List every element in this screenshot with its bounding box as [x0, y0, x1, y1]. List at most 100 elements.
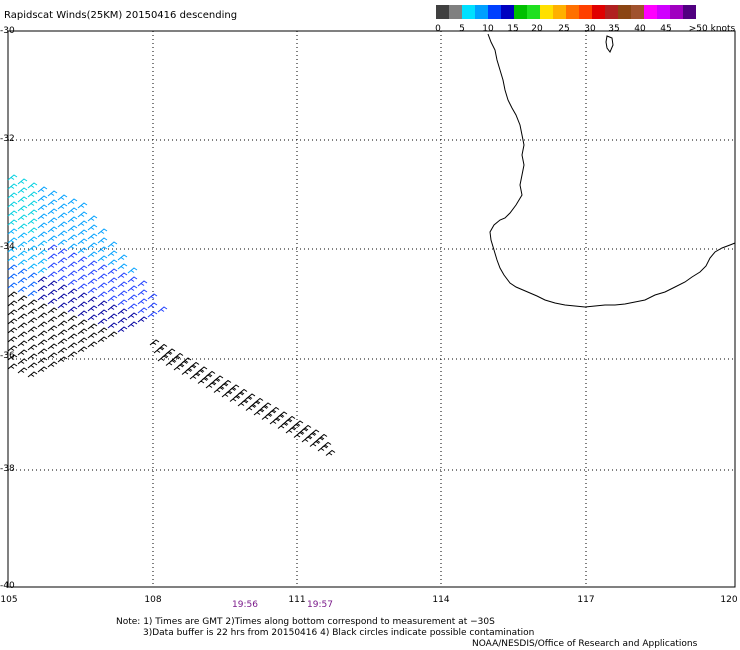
wind-barb [87, 215, 98, 222]
wind-barb [27, 344, 38, 351]
wind-barb [77, 256, 88, 263]
wind-barbs [7, 174, 336, 456]
wind-barb [37, 186, 48, 193]
wind-barb [17, 322, 28, 329]
wind-barb [205, 370, 216, 377]
wind-barb [47, 316, 58, 323]
wind-barb [7, 345, 18, 352]
wind-barb [97, 291, 108, 298]
wind-barb [127, 267, 138, 274]
legend-swatch [644, 5, 657, 19]
wind-barb [27, 335, 38, 342]
wind-barb [97, 273, 108, 280]
wind-barb [7, 336, 18, 343]
wind-barb [67, 315, 78, 322]
lon-label-114: 114 [432, 595, 450, 605]
wind-barb [67, 306, 78, 313]
wind-barb [47, 343, 58, 350]
wind-barb [7, 282, 18, 289]
wind-barb [67, 252, 78, 259]
wind-barb [7, 255, 18, 262]
wind-barb [37, 357, 48, 364]
wind-barb [47, 334, 58, 341]
wind-barb [107, 304, 118, 311]
wind-barb [67, 243, 78, 250]
coastline-west [487, 33, 736, 308]
wind-barb [137, 280, 148, 287]
wind-barb [27, 308, 38, 315]
wind-barb [87, 242, 98, 249]
wind-barb [77, 247, 88, 254]
legend-swatch [488, 5, 501, 19]
wind-barb [77, 319, 88, 326]
wind-barb [57, 293, 68, 300]
wind-barb [57, 194, 68, 201]
wind-barb [17, 250, 28, 257]
legend-label: >50 knots [688, 24, 736, 34]
wind-barb [7, 264, 18, 271]
wind-barb [57, 239, 68, 246]
wind-barb [117, 317, 128, 324]
wind-barb [117, 281, 128, 288]
wind-barb [47, 307, 58, 314]
legend-swatch [501, 5, 514, 19]
wind-barb [107, 286, 118, 293]
wind-barb [27, 299, 38, 306]
wind-barb [57, 302, 68, 309]
wind-barb [67, 297, 78, 304]
wind-barb [67, 288, 78, 295]
wind-barb [147, 293, 158, 300]
wind-barb [213, 375, 224, 382]
wind-barb [27, 236, 38, 243]
wind-barb [317, 433, 328, 440]
legend-label: 20 [531, 24, 543, 34]
wind-barb [57, 284, 68, 291]
wind-barb [87, 260, 98, 267]
wind-barb [57, 203, 68, 210]
wind-barb [27, 227, 38, 234]
wind-barb [181, 357, 192, 364]
legend-swatch [592, 5, 605, 19]
wind-barb [77, 202, 88, 209]
wind-barb [47, 226, 58, 233]
legend-swatch [527, 5, 540, 19]
wind-barb [107, 331, 118, 338]
wind-barb [7, 183, 18, 190]
wind-barb [37, 294, 48, 301]
wind-barb [57, 347, 68, 354]
wind-barb [107, 313, 118, 320]
wind-barb [17, 313, 28, 320]
wind-barb [57, 329, 68, 336]
wind-barb [57, 275, 68, 282]
wind-barb [27, 245, 38, 252]
wind-barb [37, 213, 48, 220]
wind-barb [87, 251, 98, 258]
wind-barb [7, 354, 18, 361]
wind-barb [285, 415, 296, 422]
wind-barb [17, 286, 28, 293]
wind-barb [277, 411, 288, 418]
wind-barb [27, 254, 38, 261]
island-north [605, 35, 614, 53]
wind-barb [7, 318, 18, 325]
legend-swatch [670, 5, 683, 19]
wind-barb [17, 295, 28, 302]
wind-barb [47, 253, 58, 260]
wind-barb [37, 285, 48, 292]
wind-barb [77, 292, 88, 299]
wind-barb [117, 254, 128, 261]
wind-barb [67, 225, 78, 232]
legend-label: 15 [507, 24, 519, 34]
wind-barb [97, 309, 108, 316]
wind-barb [77, 238, 88, 245]
wind-barb [197, 366, 208, 373]
wind-barb [17, 304, 28, 311]
legend-swatch [605, 5, 618, 19]
wind-barb [27, 218, 38, 225]
wind-barb [127, 285, 138, 292]
wind-barb [77, 328, 88, 335]
legend-label: 45 [660, 24, 672, 34]
wind-barb [149, 339, 160, 346]
wind-barb [27, 326, 38, 333]
wind-barb [137, 316, 148, 323]
